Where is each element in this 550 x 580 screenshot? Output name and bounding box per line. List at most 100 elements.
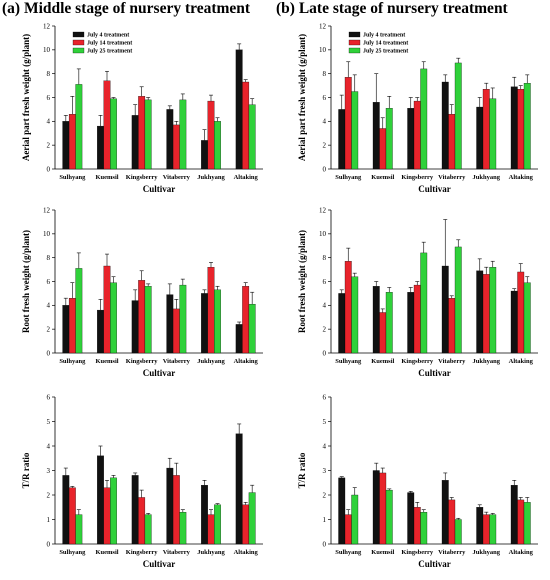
x-category-label: Vitaberry <box>163 549 191 556</box>
bar-july-4-treatment-jukhyang <box>476 270 484 354</box>
bar-july-14-treatment-jukhyang <box>482 514 490 545</box>
bar-july-4-treatment-altaking <box>235 433 243 545</box>
x-category-labels: Sulhyang Kuemsil Kingsberry Vitaberry Jukhya… <box>59 174 258 181</box>
bar-july-4-treatment-altaking <box>235 49 243 170</box>
bar-july-14-treatment-vitaberry <box>448 114 456 170</box>
bar-july-25-treatment-vitaberry <box>179 284 187 354</box>
x-category-label: Sulhyang <box>335 358 362 365</box>
legend-label-july-25-treatment: July 25 treatment <box>363 49 408 55</box>
x-category-label: Jukhyang <box>473 174 501 181</box>
bar-july-25-treatment-altaking <box>523 502 531 545</box>
x-category-label: Vitaberry <box>163 358 191 365</box>
x-category-label: Altaking <box>234 358 259 365</box>
y-tick-label: 10 <box>319 46 327 54</box>
x-category-label: Sulhyang <box>59 358 86 365</box>
y-ticks: 0 1 2 3 4 5 6 <box>323 393 331 548</box>
bar-july-25-treatment-kuemsil <box>110 282 117 354</box>
y-ticks: 0 2 4 6 8 10 12 <box>319 22 331 173</box>
bar-july-25-treatment-jukhyang <box>214 121 221 170</box>
y-axis-title: Aerial part fresh weight (g/plant) <box>21 34 31 161</box>
bar-july-4-treatment-vitaberry <box>441 265 449 354</box>
bar-july-14-treatment-sulhyang <box>344 77 352 170</box>
x-axis-title: Cultivar <box>418 184 451 194</box>
bar-july-25-treatment-sulhyang <box>351 494 359 545</box>
bar-july-4-treatment-kingsberry <box>407 108 415 170</box>
legend-swatch-july-25-treatment <box>348 47 361 54</box>
bar-july-25-treatment-sulhyang <box>75 268 83 354</box>
bar-july-25-treatment-vitaberry <box>179 512 187 545</box>
y-tick-label: 2 <box>47 326 51 334</box>
y-tick-label: 6 <box>323 94 327 102</box>
bar-july-4-treatment-altaking <box>235 324 243 354</box>
bar-july-25-treatment-vitaberry <box>454 519 462 545</box>
legend-label-july-14-treatment: July 14 treatment <box>87 41 132 47</box>
y-tick-label: 5 <box>47 418 51 426</box>
bars <box>62 43 256 170</box>
bar-july-25-treatment-kuemsil <box>110 477 117 545</box>
chart-late-stage-tr-ratio: 0 1 2 3 4 5 6 Sulhyang Kuemsil Kingsberry Vitaberr… <box>297 393 538 569</box>
x-category-label: Kingsberry <box>126 358 159 365</box>
bar-july-4-treatment-kuemsil <box>97 455 104 545</box>
bar-july-25-treatment-jukhyang <box>489 98 497 170</box>
bar-july-14-treatment-altaking <box>242 81 250 170</box>
bar-july-4-treatment-vitaberry <box>441 81 449 170</box>
bar-july-14-treatment-jukhyang <box>207 267 215 354</box>
bars <box>62 423 256 545</box>
bars <box>62 252 256 354</box>
column-title-middle-stage: (a) Middle stage of nursery treatment <box>2 0 251 17</box>
x-category-labels: Sulhyang Kuemsil Kingsberry Vitaberry Jukhya… <box>59 549 258 556</box>
bar-july-4-treatment-sulhyang <box>62 121 70 170</box>
bars <box>338 462 531 545</box>
bar-july-4-treatment-kingsberry <box>407 292 415 354</box>
legend-label-july-4-treatment: July 4 treatment <box>363 33 405 39</box>
x-category-label: Altaking <box>509 174 534 181</box>
x-axis-title: Cultivar <box>143 184 176 194</box>
y-tick-label: 8 <box>323 70 327 78</box>
bar-july-14-treatment-kingsberry <box>413 284 421 354</box>
x-category-label: Jukhyang <box>197 358 225 365</box>
x-category-label: Kuemsil <box>95 174 118 181</box>
bar-july-4-treatment-kuemsil <box>97 309 104 354</box>
y-tick-label: 8 <box>47 254 51 262</box>
bar-july-14-treatment-sulhyang <box>344 261 352 354</box>
y-tick-label: 0 <box>323 349 327 357</box>
x-category-label: Kingsberry <box>401 174 434 181</box>
bar-july-4-treatment-sulhyang <box>62 305 70 354</box>
x-category-label: Sulhyang <box>59 174 86 181</box>
y-axis-title: Root fresh weight (g/plant) <box>21 230 31 333</box>
bar-july-4-treatment-jukhyang <box>201 293 208 354</box>
x-axis-title: Cultivar <box>143 559 176 569</box>
x-category-label: Kuemsil <box>371 549 394 556</box>
bar-july-4-treatment-sulhyang <box>338 109 346 170</box>
y-tick-label: 0 <box>323 540 327 548</box>
bar-july-14-treatment-altaking <box>242 286 250 354</box>
y-tick-label: 2 <box>323 491 327 499</box>
bar-july-14-treatment-kingsberry <box>413 100 421 170</box>
y-tick-label: 8 <box>323 254 327 262</box>
y-tick-label: 5 <box>323 418 327 426</box>
y-tick-label: 3 <box>47 467 51 475</box>
y-tick-label: 6 <box>323 393 327 401</box>
y-tick-label: 4 <box>323 442 327 450</box>
y-tick-label: 4 <box>47 118 51 126</box>
y-ticks: 0 2 4 6 8 10 12 <box>43 22 55 173</box>
bar-july-14-treatment-vitaberry <box>448 298 456 354</box>
bar-july-14-treatment-altaking <box>517 499 525 545</box>
y-tick-label: 12 <box>319 22 327 30</box>
x-category-label: Jukhyang <box>197 549 225 556</box>
bar-july-25-treatment-altaking <box>248 104 256 170</box>
legend-label-july-14-treatment: July 14 treatment <box>363 41 408 47</box>
y-tick-label: 0 <box>323 165 327 173</box>
bar-july-25-treatment-kuemsil <box>385 292 393 354</box>
y-tick-label: 6 <box>47 278 51 286</box>
x-category-label: Kuemsil <box>371 358 394 365</box>
bar-july-25-treatment-sulhyang <box>351 91 359 170</box>
y-tick-label: 10 <box>43 230 51 238</box>
y-tick-label: 12 <box>43 22 51 30</box>
bar-july-14-treatment-kuemsil <box>379 128 387 170</box>
y-tick-label: 2 <box>47 142 51 150</box>
x-category-label: Sulhyang <box>335 174 362 181</box>
bar-july-4-treatment-vitaberry <box>441 480 449 545</box>
y-tick-label: 12 <box>43 206 51 214</box>
